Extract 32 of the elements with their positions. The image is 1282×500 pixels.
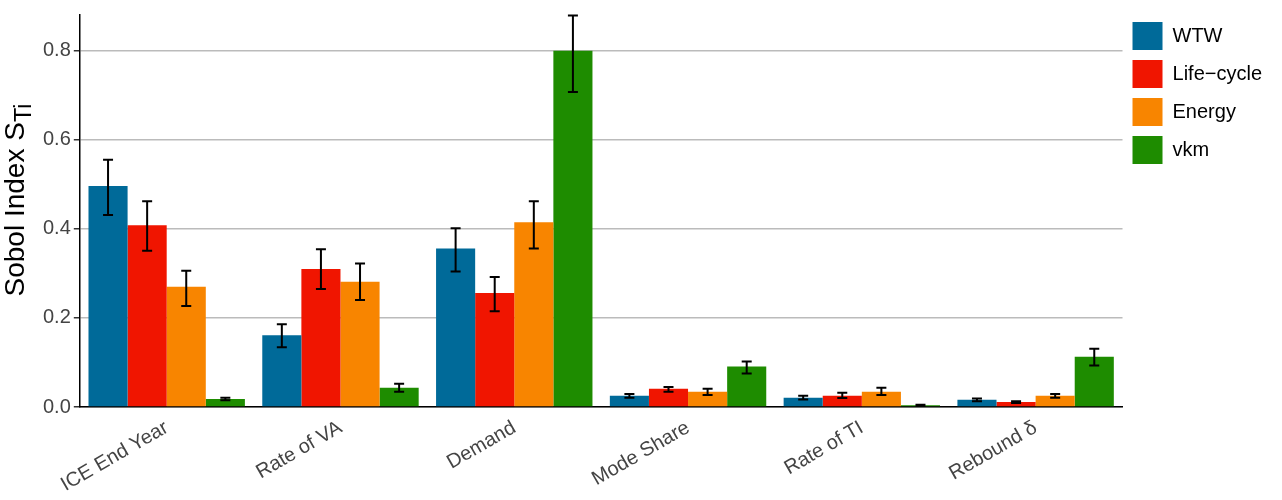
bar — [340, 281, 380, 407]
y-tick-label: 0.6 — [42, 127, 71, 150]
bar — [648, 388, 689, 407]
x-tick-label: Rate of VA — [251, 415, 346, 483]
bar — [166, 286, 206, 407]
bar — [514, 222, 554, 407]
y-tick-label: 0.0 — [42, 394, 71, 417]
y-tick-label: 0.4 — [42, 216, 71, 239]
bar — [436, 248, 476, 407]
bar — [379, 387, 419, 407]
bar — [1074, 356, 1114, 407]
bar — [688, 391, 728, 407]
legend-label: WTW — [1172, 23, 1223, 46]
legend-label: Life−cycle — [1172, 61, 1263, 84]
bar — [88, 186, 128, 407]
bar — [822, 395, 862, 407]
legend-label: vkm — [1172, 137, 1210, 160]
bar — [262, 335, 302, 407]
bar — [127, 225, 167, 407]
y-tick-label: 0.8 — [42, 38, 71, 61]
bar — [553, 50, 593, 407]
x-tick-label: Mode Share — [587, 415, 693, 490]
x-tick-label: ICE End Year — [56, 415, 172, 495]
bar — [727, 366, 767, 407]
legend-label: Energy — [1172, 99, 1236, 122]
bar — [301, 268, 341, 407]
bar — [1035, 395, 1075, 407]
x-tick-label: Rate of TI — [779, 415, 867, 479]
bar — [861, 391, 901, 407]
bar — [475, 292, 515, 407]
y-tick-label: 0.2 — [42, 305, 71, 328]
bar — [609, 395, 649, 407]
